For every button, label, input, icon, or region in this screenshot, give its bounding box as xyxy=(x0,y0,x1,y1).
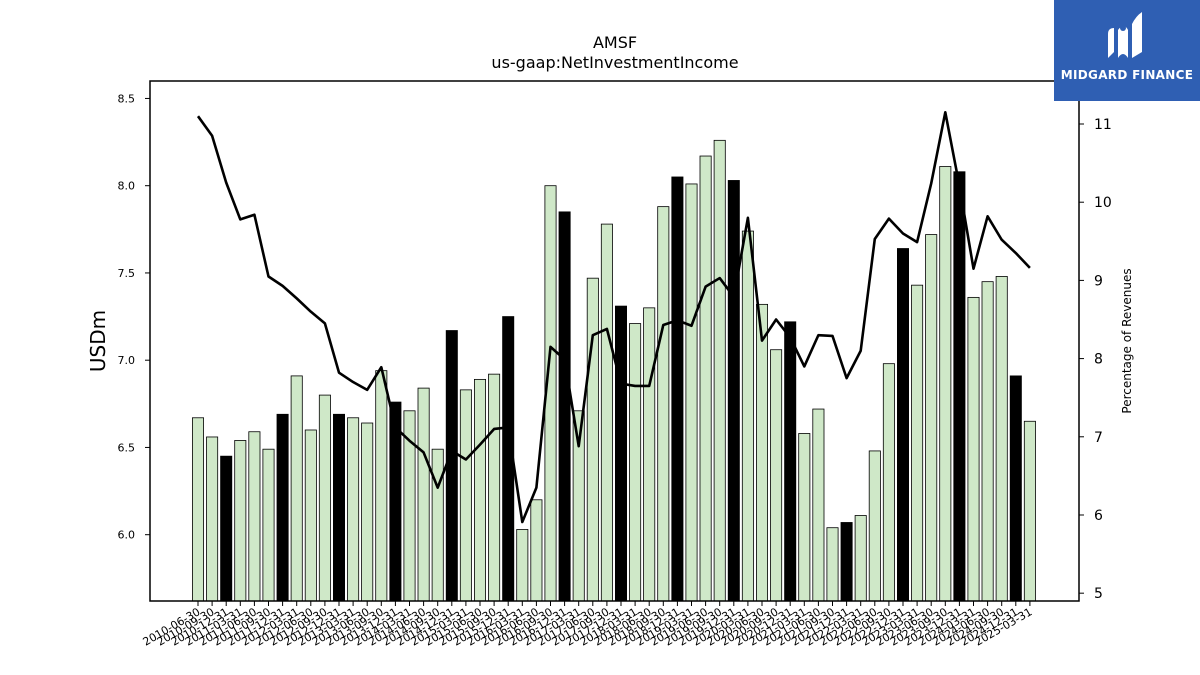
bar xyxy=(361,422,374,602)
y2-axis-label: Percentage of Revenues xyxy=(1120,268,1134,413)
chart-subtitle: us-gaap:NetInvestmentIncome xyxy=(491,53,738,72)
bar-series xyxy=(191,139,1036,602)
bar xyxy=(417,387,430,602)
bar xyxy=(1009,375,1022,602)
y-tick-label: 6.5 xyxy=(118,441,136,454)
bar xyxy=(727,180,740,602)
bar xyxy=(699,155,712,602)
bar xyxy=(445,330,458,602)
bar xyxy=(516,529,529,602)
y2-tick-label: 9 xyxy=(1094,273,1103,289)
bar xyxy=(812,408,825,602)
bar xyxy=(191,417,204,602)
y-tick-label: 7.5 xyxy=(118,267,136,280)
y2-tick-label: 8 xyxy=(1094,352,1103,368)
bar xyxy=(657,206,670,602)
bar xyxy=(431,448,444,602)
right-axis: 5 6 7 8 9 10 11 xyxy=(1079,117,1112,602)
bar xyxy=(1023,420,1036,602)
bar xyxy=(826,527,839,602)
bar xyxy=(600,223,613,602)
bar xyxy=(586,277,599,602)
bar xyxy=(629,323,642,602)
bar xyxy=(206,436,219,602)
bar xyxy=(473,378,486,602)
bar xyxy=(770,349,783,602)
bar xyxy=(488,373,501,602)
bar xyxy=(671,176,684,602)
bar xyxy=(981,281,994,602)
y-tick-label: 7.0 xyxy=(118,354,136,367)
brand-logo-text: MIDGARD FINANCE xyxy=(1060,68,1194,82)
bar xyxy=(798,433,811,602)
plot-frame xyxy=(149,80,1080,602)
brand-logo: MIDGARD FINANCE xyxy=(1054,0,1200,101)
line-series xyxy=(196,110,1031,524)
bar xyxy=(375,370,388,602)
left-axis: 6.0 6.5 7.0 7.5 8.0 8.5 xyxy=(118,92,150,542)
bar xyxy=(967,296,980,602)
bar xyxy=(248,431,261,602)
bar xyxy=(953,171,966,602)
x-axis: 2010-06-302010-09-302010-12-312011-03-31… xyxy=(141,601,1034,649)
bar xyxy=(784,321,797,602)
bar xyxy=(868,450,881,602)
y2-tick-label: 11 xyxy=(1094,117,1112,133)
bar xyxy=(741,230,754,602)
y2-tick-label: 5 xyxy=(1094,586,1103,602)
bar xyxy=(939,166,952,602)
bar xyxy=(234,440,247,602)
bar xyxy=(318,394,331,602)
bar xyxy=(304,429,317,602)
series-line xyxy=(196,110,1031,524)
chart-title: AMSF xyxy=(593,33,637,52)
bar xyxy=(756,303,769,602)
bar xyxy=(713,139,726,602)
y2-tick-label: 10 xyxy=(1094,195,1112,211)
midgard-logo-icon xyxy=(1108,12,1142,58)
bar xyxy=(643,307,656,602)
bar xyxy=(854,515,867,602)
y-tick-label: 8.5 xyxy=(118,92,136,105)
y-tick-label: 8.0 xyxy=(118,180,136,193)
bar xyxy=(925,234,938,602)
bar xyxy=(459,389,472,602)
y-tick-label: 6.0 xyxy=(118,529,136,542)
bar xyxy=(558,211,571,602)
bar xyxy=(897,248,910,602)
bar xyxy=(685,183,698,602)
y2-tick-label: 6 xyxy=(1094,508,1103,524)
bar xyxy=(615,305,628,602)
bar xyxy=(911,284,924,602)
bar xyxy=(347,417,360,602)
bar xyxy=(332,413,345,602)
bar xyxy=(840,522,853,602)
bar xyxy=(882,363,895,602)
bar xyxy=(262,448,275,602)
bar xyxy=(995,276,1008,602)
bar xyxy=(220,455,233,602)
bar xyxy=(530,499,543,602)
y2-tick-label: 7 xyxy=(1094,430,1103,446)
y-axis-label: USDm xyxy=(86,310,110,372)
bar xyxy=(290,375,303,602)
bar xyxy=(276,413,289,602)
